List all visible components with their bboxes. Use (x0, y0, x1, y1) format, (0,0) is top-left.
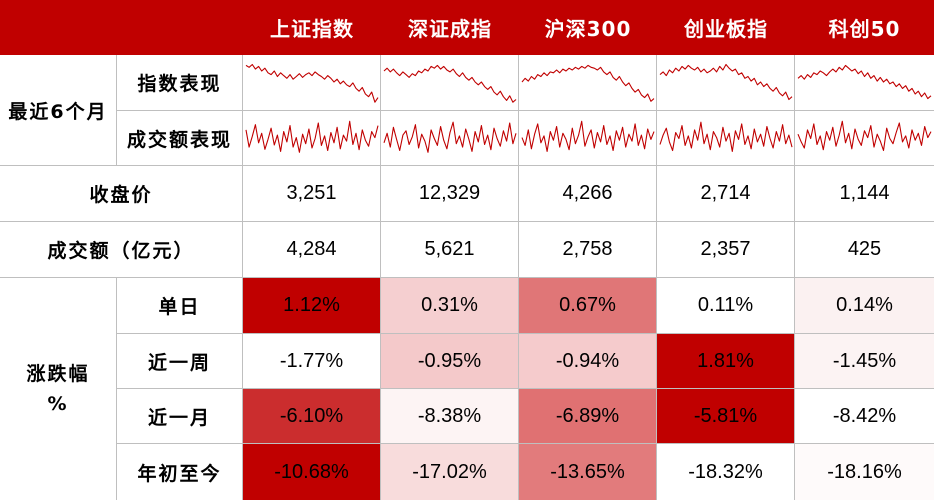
change-cell: 0.67% (519, 278, 657, 334)
header-col-sse: 上证指数 (243, 0, 381, 55)
chinext-turnover-sparkline (659, 121, 793, 152)
turnover-value: 2,758 (519, 222, 657, 278)
recent-6m-label: 最近6个月 (0, 55, 117, 166)
sparkline-path (383, 64, 517, 103)
close-price-value: 3,251 (243, 166, 381, 222)
close-price-value: 12,329 (381, 166, 519, 222)
header-corner (0, 0, 243, 55)
change-cell: -18.32% (657, 444, 795, 500)
szse-index-sparkline (383, 64, 517, 103)
header-col-star50: 科创50 (795, 0, 934, 55)
index-spark-cell (519, 55, 657, 111)
sse-turnover-sparkline (245, 120, 379, 153)
change-cell: -18.16% (795, 444, 934, 500)
index-spark-cell (795, 55, 934, 111)
change-cell: -8.42% (795, 389, 934, 444)
turnover-spark-cell (381, 111, 519, 166)
change-cell: -6.89% (519, 389, 657, 444)
turnover-value: 2,357 (657, 222, 795, 278)
sparkline-path (659, 63, 793, 101)
change-cell: 0.14% (795, 278, 934, 334)
index-spark-cell (243, 55, 381, 111)
change-row-label: 近一月 (117, 389, 243, 444)
sparkline-path (521, 120, 655, 152)
turnover-spark-cell (519, 111, 657, 166)
sparkline-path (797, 120, 932, 152)
csi300-turnover-sparkline (521, 120, 655, 152)
chinext-index-sparkline (659, 63, 793, 101)
index-spark-cell (381, 55, 519, 111)
header-col-szse: 深证成指 (381, 0, 519, 55)
change-cell: -1.45% (795, 334, 934, 389)
turnover-perf-label: 成交额表现 (117, 111, 243, 166)
change-row-label: 单日 (117, 278, 243, 334)
change-label: 涨跌幅 % (0, 278, 117, 500)
close-price-value: 4,266 (519, 166, 657, 222)
sparkline-path (521, 64, 655, 102)
close-price-label: 收盘价 (0, 166, 243, 222)
change-label-line2: % (47, 393, 69, 415)
turnover-spark-cell (795, 111, 934, 166)
close-price-value: 1,144 (795, 166, 934, 222)
header-col-csi300: 沪深300 (519, 0, 657, 55)
change-cell: -13.65% (519, 444, 657, 500)
change-cell: 1.12% (243, 278, 381, 334)
change-cell: -6.10% (243, 389, 381, 444)
change-cell: -1.77% (243, 334, 381, 389)
turnover-spark-cell (657, 111, 795, 166)
csi300-index-sparkline (521, 64, 655, 102)
star50-turnover-sparkline (797, 120, 932, 152)
sparkline-path (383, 121, 517, 153)
turnover-value: 5,621 (381, 222, 519, 278)
turnover-value: 4,284 (243, 222, 381, 278)
change-cell: -0.95% (381, 334, 519, 389)
change-cell: 1.81% (657, 334, 795, 389)
turnover-label: 成交额（亿元） (0, 222, 243, 278)
change-row-label: 近一周 (117, 334, 243, 389)
change-cell: 0.11% (657, 278, 795, 334)
sparkline-path (797, 64, 932, 100)
turnover-spark-cell (243, 111, 381, 166)
change-row-label: 年初至今 (117, 444, 243, 500)
index-spark-cell (657, 55, 795, 111)
close-price-value: 2,714 (657, 166, 795, 222)
change-cell: -17.02% (381, 444, 519, 500)
szse-turnover-sparkline (383, 121, 517, 153)
star50-index-sparkline (797, 64, 932, 100)
change-cell: -0.94% (519, 334, 657, 389)
sparkline-path (245, 63, 379, 103)
change-cell: -10.68% (243, 444, 381, 500)
turnover-value: 425 (795, 222, 934, 278)
change-cell: -8.38% (381, 389, 519, 444)
sparkline-path (245, 120, 379, 153)
index-perf-label: 指数表现 (117, 55, 243, 111)
sparkline-path (659, 121, 793, 152)
change-cell: -5.81% (657, 389, 795, 444)
change-cell: 0.31% (381, 278, 519, 334)
header-col-chinext: 创业板指 (657, 0, 795, 55)
change-label-line1: 涨跌幅 (26, 363, 90, 385)
sse-index-sparkline (245, 63, 379, 103)
